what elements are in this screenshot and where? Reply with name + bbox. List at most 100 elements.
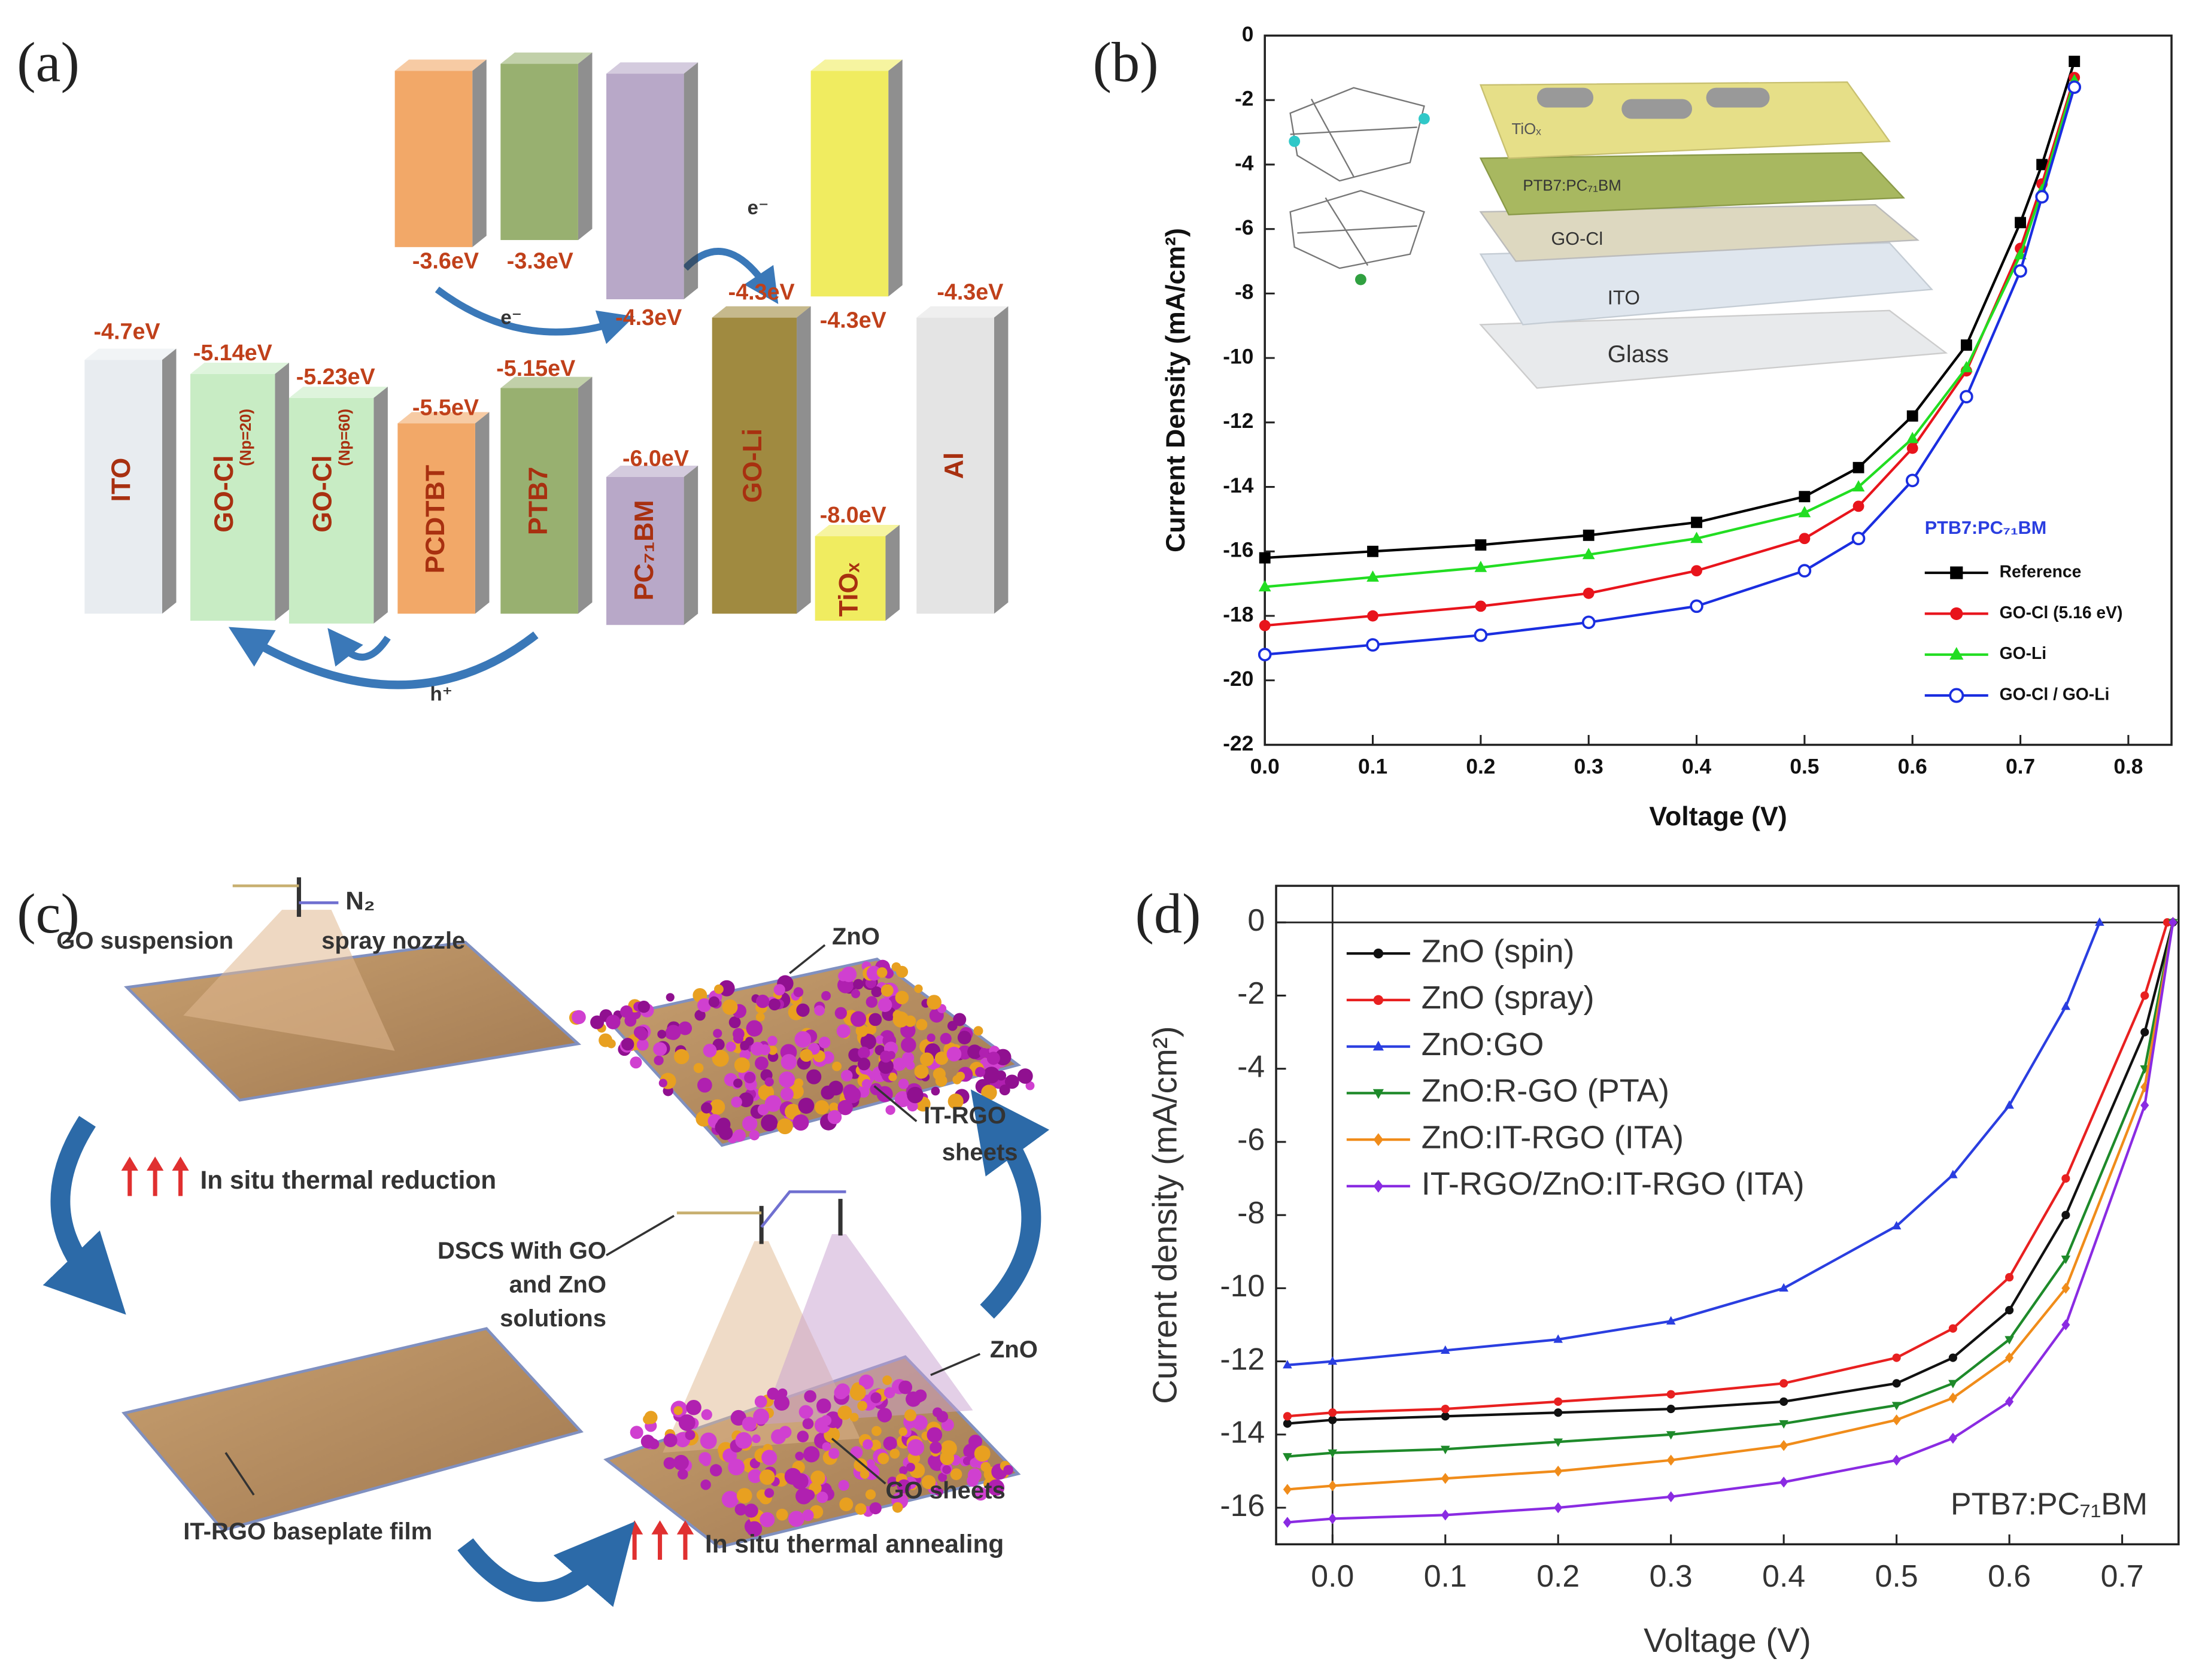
y-tick-label: -10: [1223, 345, 1253, 368]
particle: [906, 1463, 915, 1472]
point: [2069, 56, 2081, 67]
label: DSCS With GO: [438, 1238, 606, 1264]
particle: [912, 1415, 928, 1430]
particle: [768, 1046, 778, 1055]
point: [1373, 995, 1384, 1005]
particle: [774, 1395, 790, 1411]
legend-label: GO-Li: [2000, 643, 2047, 663]
box-side: [888, 59, 903, 297]
point: [1366, 638, 1380, 652]
particle: [678, 1414, 696, 1431]
particle: [722, 999, 738, 1015]
particle: [920, 1052, 934, 1067]
point: [1328, 1408, 1337, 1417]
box: [606, 74, 684, 300]
point: [1949, 646, 1964, 660]
atom: [1289, 135, 1301, 147]
particle: [862, 1439, 873, 1450]
box-top: [500, 52, 593, 64]
particle: [946, 1046, 962, 1062]
particle: [979, 1047, 989, 1058]
particle: [736, 1488, 752, 1503]
point: [1554, 1397, 1563, 1406]
particle: [840, 1070, 853, 1082]
particle: [666, 993, 675, 1002]
particle: [921, 1475, 936, 1490]
x-tick-label: 0.2: [1466, 755, 1495, 779]
inset-label: Glass: [1608, 341, 1669, 367]
particle: [904, 1409, 917, 1421]
y-axis-label: Current density (mA/cm²): [1146, 1026, 1184, 1403]
particle: [677, 1469, 688, 1480]
plate: [122, 1327, 584, 1532]
y-axis-label: Current Density (mA/cm²): [1161, 228, 1190, 552]
particle: [754, 1395, 767, 1408]
legend-label: ZnO:IT-RGO (ITA): [1422, 1119, 1684, 1155]
particle: [657, 1029, 667, 1039]
point: [1948, 1380, 1958, 1389]
y-tick-label: -14: [1220, 1415, 1265, 1450]
particle: [871, 986, 882, 998]
y-tick-label: -16: [1223, 539, 1253, 562]
particle: [630, 1056, 642, 1069]
box-side: [578, 376, 593, 614]
inset-label: GO-Cl: [1551, 229, 1603, 249]
particle: [814, 1005, 825, 1016]
particle: [764, 1488, 775, 1498]
particle: [630, 1426, 643, 1439]
particle: [733, 1129, 746, 1142]
particle: [938, 1472, 947, 1482]
point: [1666, 1390, 1675, 1399]
point: [1691, 517, 1702, 528]
point: [1892, 1414, 1901, 1426]
particle: [734, 1057, 750, 1073]
point: [1892, 1454, 1901, 1466]
graphene-flake: [1289, 87, 1425, 269]
point: [1328, 1415, 1337, 1424]
particle: [673, 1406, 683, 1415]
point: [1373, 1180, 1384, 1193]
particle: [712, 1050, 729, 1067]
label: GO sheets: [885, 1478, 1005, 1504]
particle: [748, 1469, 763, 1484]
point: [2036, 159, 2048, 171]
particle: [907, 1439, 925, 1456]
particle: [980, 1462, 991, 1472]
particle: [663, 1457, 676, 1469]
particle: [953, 1013, 967, 1026]
particle: [697, 1077, 712, 1093]
spray-cone: [183, 910, 395, 1051]
series-line: [1287, 922, 2174, 1458]
particle: [757, 1104, 769, 1116]
box-side: [373, 387, 388, 624]
y-tick-label: -8: [1237, 1195, 1265, 1230]
particle: [935, 1051, 949, 1065]
particle: [725, 1041, 736, 1052]
series-line: [1287, 922, 2174, 1524]
particle: [970, 1458, 980, 1468]
process-diagram: N₂ GO suspension spray nozzle In situ th…: [42, 877, 1050, 1608]
particle: [708, 996, 720, 1008]
point: [1960, 360, 1973, 372]
particle: [685, 1430, 696, 1441]
legend-label: ZnO (spray): [1422, 980, 1595, 1016]
particle: [739, 1092, 754, 1107]
electrode: [1706, 87, 1770, 108]
label: N₂: [345, 887, 375, 915]
point: [1852, 480, 1865, 492]
particle: [880, 1050, 892, 1063]
point: [1581, 615, 1596, 630]
box-side: [275, 363, 289, 621]
layer-name: PTB7: [523, 467, 553, 535]
y-tick-label: -20: [1223, 667, 1253, 691]
particle: [898, 1427, 907, 1436]
y-tick-label: -4: [1237, 1049, 1265, 1083]
layer-name: GO-Cl: [308, 455, 338, 532]
particle: [883, 1436, 897, 1451]
point: [1666, 1405, 1675, 1414]
label: ZnO: [832, 923, 880, 950]
particle: [761, 1450, 778, 1466]
carrier-label: e⁻: [500, 306, 522, 329]
point: [1283, 1484, 1292, 1495]
box-side: [797, 306, 811, 614]
